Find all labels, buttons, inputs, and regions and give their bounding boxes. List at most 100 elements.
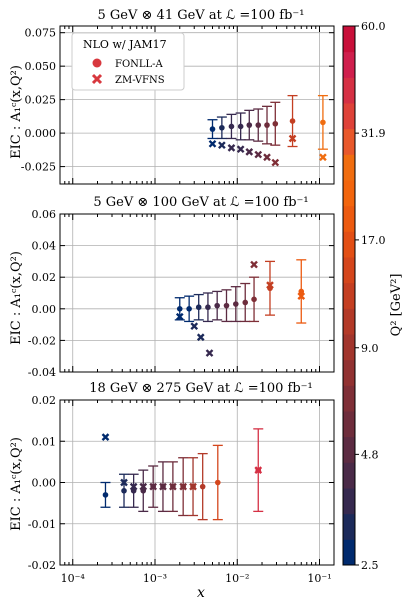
zm-point (271, 158, 280, 167)
colorbar-segment (343, 205, 355, 232)
colorbar-segment (343, 539, 355, 566)
fonll-point (195, 304, 202, 311)
colorbar-segment (343, 308, 355, 335)
colorbar-segment (343, 26, 355, 53)
fonll-point (320, 119, 326, 126)
y-tick-label: -0.04 (28, 366, 56, 379)
y-tick-label: -0.025 (21, 161, 56, 174)
fonll-point (219, 124, 225, 131)
fonll-point (102, 492, 109, 498)
colorbar-segment (343, 411, 355, 438)
x-tick-labels: 10⁻⁴ 10⁻³ 10⁻² 10⁻¹ (61, 572, 332, 585)
y-tick-label: 0.00 (32, 477, 57, 490)
colorbar-segment (343, 180, 355, 207)
zm-point (189, 482, 197, 491)
x-tick-label: 10⁻³ (143, 572, 167, 585)
x-tick-label: 10⁻⁴ (61, 572, 86, 585)
zm-point (190, 322, 199, 331)
fonll-point (186, 306, 192, 312)
zm-point (254, 466, 263, 474)
chart-panel-2: 5 GeV ⊗ 100 GeV at ℒ =100 fb⁻¹ 0.060.040… (9, 195, 335, 379)
y-tick-label: 0.04 (32, 240, 57, 253)
fonll-point (289, 118, 296, 124)
colorbar-label: Q² [GeV²] (389, 274, 404, 337)
colorbar-segment (343, 257, 355, 284)
legend: NLO w/ JAM17 FONLL-A ZM-VFNS (71, 32, 185, 91)
fonll-point (232, 301, 239, 307)
zm-point (196, 333, 205, 342)
y-tick-label: -0.01 (28, 518, 56, 531)
fonll-point (205, 304, 211, 311)
legend-fonll-label: FONLL-A (115, 59, 164, 70)
zm-point (120, 478, 128, 487)
legend-fonll-marker (92, 58, 102, 68)
zm-point (266, 281, 274, 289)
colorbar-segment (343, 462, 355, 489)
colorbar-tick-label: 2.5 (361, 559, 379, 572)
colorbar-segment (343, 231, 355, 258)
y-tick-label: -0.02 (28, 334, 56, 347)
panel-2-ylabel: EIC : A₁ᶜ(x,Q²) (9, 251, 24, 345)
y-tick-label: 0.00 (32, 303, 57, 316)
colorbar-segment (343, 385, 355, 412)
zm-point (129, 482, 138, 491)
zm-point (245, 148, 254, 156)
fonll-point (246, 122, 253, 128)
y-tick-label: 0.02 (32, 271, 57, 284)
legend-title: NLO w/ JAM17 (83, 38, 167, 51)
plot-frame (59, 25, 335, 185)
fonll-point (298, 288, 305, 295)
fonll-point (264, 122, 270, 128)
x-tick-label: 10⁻² (225, 572, 249, 585)
plot-frame (59, 213, 335, 373)
fonll-point (255, 122, 262, 128)
y-tick-label: 0.075 (25, 27, 57, 40)
colorbar-segment (343, 282, 355, 309)
colorbar-segment (343, 359, 355, 386)
zm-point (227, 143, 236, 152)
chart-panel-3: 18 GeV ⊗ 275 GeV at ℒ =100 fb⁻¹ 0.02 0.01… (9, 381, 335, 572)
plot-frame (59, 399, 335, 566)
fonll-point (242, 299, 249, 306)
zm-point (254, 150, 263, 159)
zm-point (159, 482, 167, 491)
fonll-point (209, 126, 216, 132)
fonll-point (214, 302, 220, 309)
zm-point (288, 134, 297, 143)
zm-point (319, 153, 327, 162)
y-tick-label: 0.06 (32, 208, 57, 221)
panel-2-title: 5 GeV ⊗ 100 GeV at ℒ =100 fb⁻¹ (93, 195, 308, 210)
fonll-point (228, 123, 235, 130)
colorbar-frame (342, 25, 356, 566)
y-tick-label: 0.02 (32, 394, 57, 407)
zm-point (218, 141, 226, 150)
colorbar: 60.0 31.9 17.0 9.0 4.8 2.5 (342, 20, 386, 572)
fonll-point (237, 123, 244, 130)
zm-point (149, 482, 158, 491)
zm-point (139, 482, 148, 491)
panel-2-plot: 0.06 0.04 0.02 0.00 -0.02 -0.04 (28, 208, 335, 379)
colorbar-segment (343, 51, 355, 78)
fonll-point (176, 306, 183, 312)
panel-3-ylabel: EIC : A₁ᶜ(x,Q²) (9, 437, 24, 531)
panel-3-title: 18 GeV ⊗ 275 GeV at ℒ =100 fb⁻¹ (89, 381, 313, 396)
zm-point (236, 145, 245, 154)
panel-1-ylabel: EIC : A₁ᶜ(x,Q²) (9, 65, 24, 159)
colorbar-segment (343, 488, 355, 515)
legend-zm-label: ZM-VFNS (115, 75, 165, 86)
colorbar-segment (343, 436, 355, 463)
zm-point (101, 433, 110, 441)
y-tick-label: 0.050 (25, 60, 57, 73)
x-axis-label: x (197, 585, 205, 601)
fonll-point (251, 296, 257, 303)
fonll-point (199, 483, 206, 490)
colorbar-segment (343, 103, 355, 130)
zm-point (205, 349, 214, 357)
colorbar-tick-label: 9.0 (361, 342, 379, 355)
x-tick-label: 10⁻¹ (307, 572, 331, 585)
y-tick-label: -0.02 (28, 559, 56, 572)
fonll-point (272, 120, 279, 127)
colorbar-segment (343, 77, 355, 104)
colorbar-tick-label: 31.9 (361, 127, 386, 140)
panel-1-title: 5 GeV ⊗ 41 GeV at ℒ =100 fb⁻¹ (98, 8, 305, 23)
